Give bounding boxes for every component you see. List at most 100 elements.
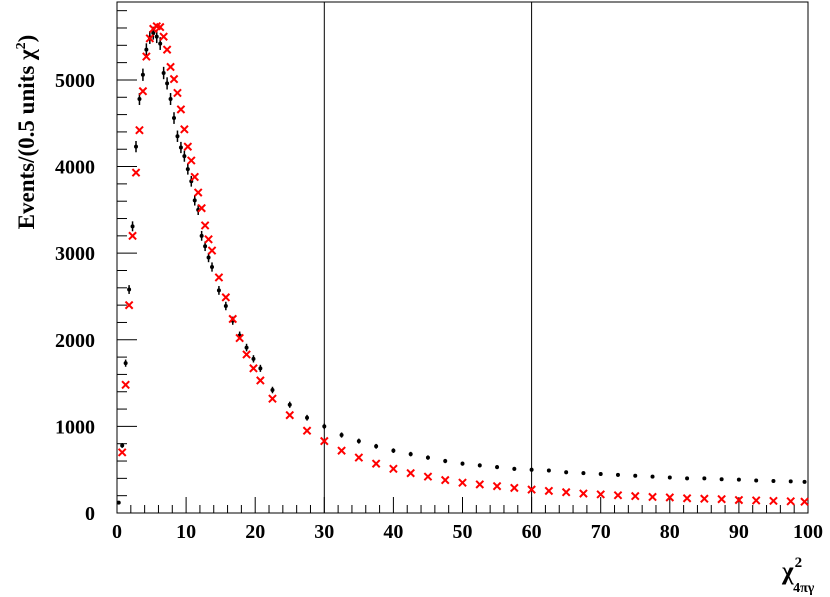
cut-lines (323, 2, 533, 513)
plot-border (116, 1, 809, 514)
data-point-dot (120, 443, 125, 448)
x-tick-label: 100 (793, 521, 823, 543)
data-point (546, 468, 551, 473)
data-point-dot (287, 402, 292, 407)
mc-point (242, 350, 251, 359)
mc-point (354, 453, 364, 462)
data-point (564, 470, 569, 475)
mc-point-stroke (162, 45, 172, 54)
mc-point (138, 86, 148, 96)
x-tick-label: 80 (660, 521, 680, 543)
mc-point-stroke (527, 485, 536, 494)
mc-point (717, 494, 726, 504)
data-point-dot (408, 452, 413, 457)
mc-point-stroke (268, 394, 277, 403)
data-point (598, 472, 603, 477)
mc-point (249, 364, 258, 373)
mc-point-stroke (166, 62, 175, 72)
data-point-dot (116, 500, 121, 505)
data-point-dot (736, 477, 741, 482)
mc-point (193, 188, 203, 197)
data-point-dot (182, 154, 187, 159)
mc-point-stroke (596, 490, 606, 499)
mc-point-stroke (180, 125, 189, 134)
mc-point-stroke (458, 478, 467, 487)
y-tick-label: 4000 (55, 157, 95, 179)
mc-point-stroke (751, 496, 761, 505)
mc-point (135, 125, 144, 135)
y-tick-label: 3000 (55, 243, 95, 265)
mc-point-stroke (302, 426, 312, 436)
mc-point-stroke (492, 481, 502, 491)
y-tick-label: 5000 (55, 70, 95, 92)
mc-point-stroke (354, 453, 364, 462)
mc-point (117, 448, 127, 457)
mc-point-stroke (214, 273, 224, 282)
data-point-dot (192, 198, 197, 203)
mc-point-stroke (682, 493, 692, 503)
data-point-dot (165, 81, 170, 86)
mc-point-stroke (228, 314, 238, 324)
x-axis-label-base: χ (781, 558, 794, 585)
mc-point-stroke (389, 464, 398, 474)
mc-point (256, 376, 265, 385)
x-tick-label: 10 (176, 521, 196, 543)
mc-point (142, 52, 151, 61)
mc-point-stroke (769, 496, 778, 506)
axis-labels: Events/(0.5 units χ2) χ2 4πγ (14, 35, 815, 596)
data-point-dot (210, 265, 215, 270)
mc-point (510, 483, 519, 493)
data-point-dot (564, 470, 569, 475)
data-point-dot (788, 479, 793, 484)
data-point-dot (305, 415, 310, 420)
mc-point-stroke (155, 22, 165, 32)
mc-point (800, 497, 809, 507)
mc-point-stroke (423, 472, 433, 481)
data-point-dot (685, 476, 690, 481)
data-point-dot (154, 34, 159, 39)
mc-point-stroke (152, 21, 162, 31)
data-point (144, 43, 149, 56)
data-point (130, 221, 135, 232)
data-point-dot (460, 461, 465, 466)
mc-point (131, 168, 141, 177)
data-point (719, 477, 724, 482)
data-point (199, 230, 204, 241)
mc-point (121, 380, 130, 390)
x-axis-label-sup: 2 (795, 555, 803, 571)
mc-point (197, 203, 206, 213)
mc-point (423, 472, 433, 481)
data-point (356, 438, 361, 444)
data-point-dot (216, 288, 221, 293)
mc-point-stroke (145, 34, 155, 43)
mc-point (302, 426, 312, 436)
data-point (137, 93, 142, 105)
mc-point-stroke (665, 493, 675, 502)
mc-point-stroke (190, 172, 200, 182)
mc-point-stroke (256, 376, 265, 385)
data-point (175, 130, 180, 142)
data-point (788, 479, 793, 484)
data-point-dot (615, 472, 620, 477)
data-point (529, 467, 534, 472)
mc-point (176, 105, 186, 114)
data-point (339, 432, 344, 438)
mc-point-stroke (186, 156, 196, 165)
data-point-dot (425, 455, 430, 460)
data-point (771, 478, 776, 483)
mc-point-stroke (510, 483, 519, 493)
mc-point-stroke (117, 448, 127, 457)
mc-point (319, 436, 329, 446)
data-point (736, 477, 741, 482)
mc-point (682, 493, 692, 503)
data-point (512, 466, 517, 471)
mc-point-stroke (207, 246, 217, 255)
mc-point (173, 88, 182, 98)
mc-point-stroke (183, 142, 193, 151)
mc-point-stroke (786, 497, 796, 506)
mc-point-stroke (121, 380, 130, 390)
mc-point-stroke (235, 333, 244, 343)
data-point-dot (151, 31, 156, 36)
mc-point (214, 273, 224, 282)
mc-point-stroke (159, 32, 168, 41)
